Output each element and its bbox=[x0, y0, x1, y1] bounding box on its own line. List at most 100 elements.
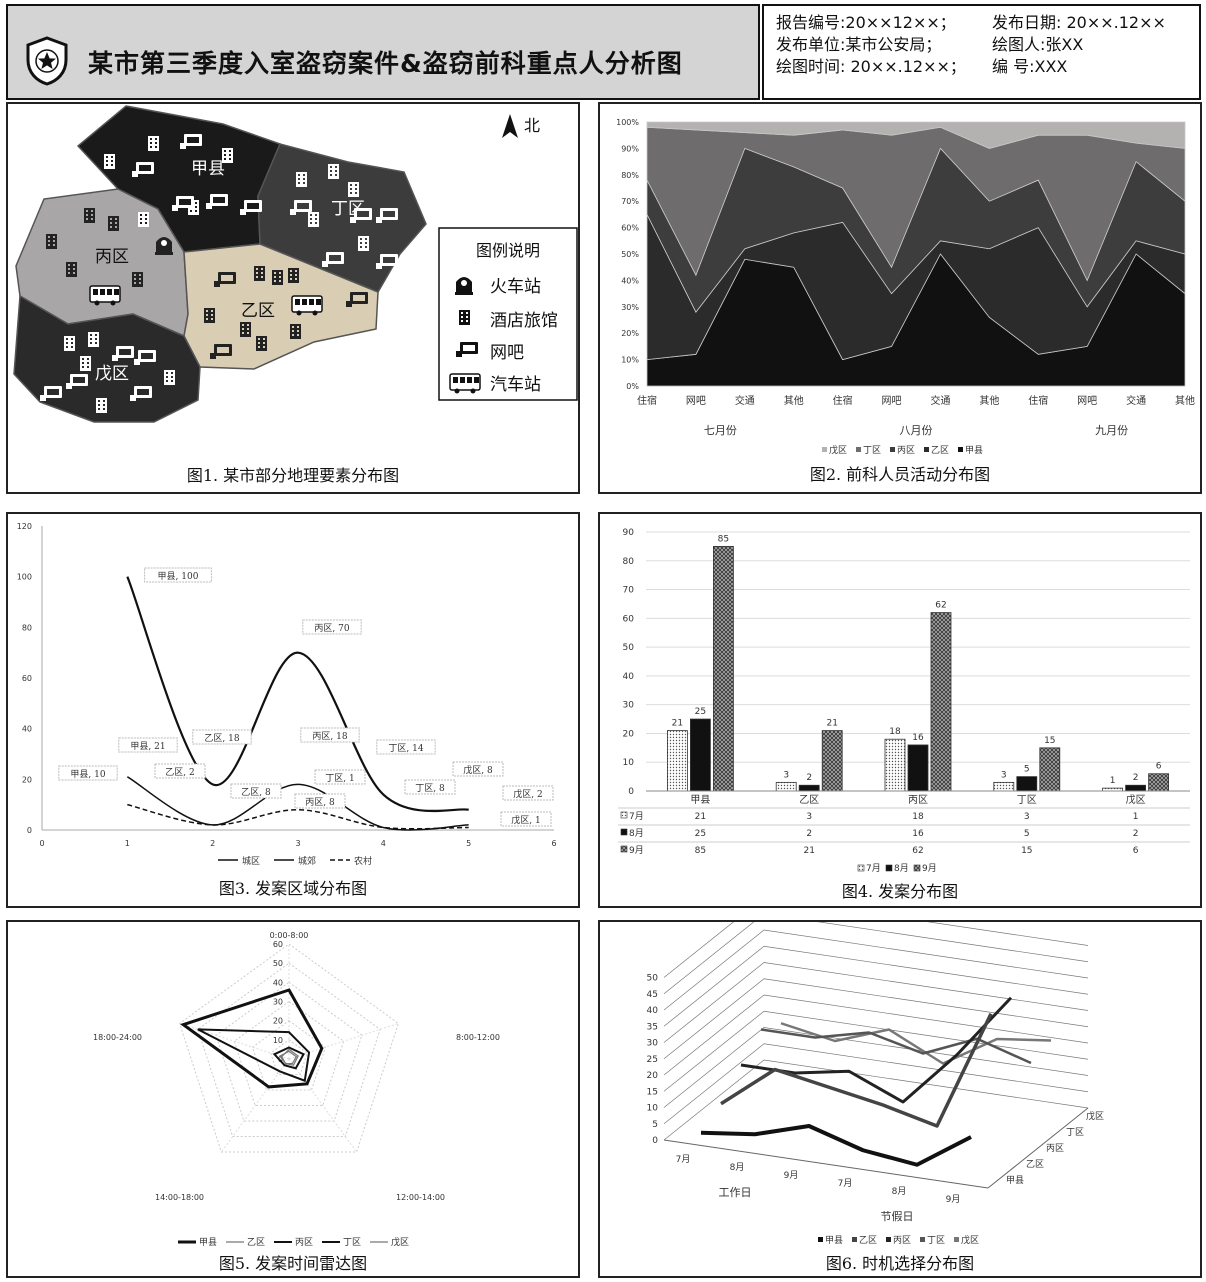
hotel-window bbox=[292, 330, 294, 332]
hotel-window bbox=[461, 316, 463, 318]
hotel-window bbox=[258, 346, 260, 348]
district-label: 戊区 bbox=[95, 364, 129, 384]
hotel-window bbox=[48, 240, 50, 242]
hotel-window bbox=[263, 338, 265, 340]
hotel-window bbox=[140, 222, 142, 224]
hotel-window bbox=[461, 320, 463, 322]
fig3-data-label: 丙区, 18 bbox=[312, 731, 347, 742]
fig3-line-城郊 bbox=[126, 776, 469, 831]
hotel-body bbox=[296, 172, 307, 187]
train-light bbox=[161, 240, 167, 246]
fig6-ytick: 0 bbox=[652, 1136, 658, 1146]
hotel-body bbox=[254, 266, 265, 281]
fig4-bar-9月 bbox=[1039, 747, 1061, 792]
hotel-window bbox=[73, 264, 75, 266]
hotel-window bbox=[195, 206, 197, 208]
cafe-inner bbox=[297, 203, 309, 209]
fig6-line-丁区 bbox=[760, 1028, 1032, 1065]
fig4-caption: 图4. 发案分布图 bbox=[842, 882, 958, 901]
hotel-window bbox=[365, 238, 367, 240]
hotel-window bbox=[115, 218, 117, 220]
police-badge-icon bbox=[26, 36, 68, 86]
meta-item: 绘图时间: 20××.12××； bbox=[776, 56, 992, 77]
hotel-body bbox=[204, 308, 215, 323]
fig4-table-cell: 3 bbox=[806, 812, 812, 822]
train-light bbox=[461, 280, 467, 286]
cafe-tower bbox=[130, 395, 136, 401]
hotel-window bbox=[274, 272, 276, 274]
fig3-data-label-box bbox=[192, 729, 252, 745]
hotel-window bbox=[315, 222, 317, 224]
hotel-body bbox=[272, 270, 283, 285]
meta-label: 绘图时间: bbox=[776, 57, 851, 76]
fig5-grid-ring bbox=[179, 943, 399, 1153]
fig4-ytick: 30 bbox=[623, 701, 635, 711]
hotel-icon bbox=[272, 270, 283, 285]
hotel-window bbox=[66, 342, 68, 344]
hotel-window bbox=[82, 358, 84, 360]
fig5-chart: 01020304050600:00-8:008:00-12:0012:00-14… bbox=[93, 931, 500, 1273]
bus-station-icon bbox=[449, 373, 481, 394]
fig4-xtick: 戊区 bbox=[1126, 794, 1146, 806]
hotel-window bbox=[134, 282, 136, 284]
fig2-ytick: 30% bbox=[621, 303, 639, 312]
fig4-ytick: 0 bbox=[628, 787, 634, 797]
fig3-data-label-box bbox=[154, 763, 206, 779]
cafe-tower bbox=[376, 263, 382, 269]
meta-value: 20××.12×× bbox=[1066, 13, 1166, 32]
hotel-window bbox=[71, 342, 73, 344]
fig5-axis-label: 8:00-12:00 bbox=[456, 1033, 500, 1042]
internet-cafe-icon bbox=[210, 344, 232, 359]
hotel-window bbox=[115, 226, 117, 228]
hotel-window bbox=[87, 362, 89, 364]
fig6-gridline bbox=[663, 1059, 1089, 1141]
meta-label: 绘图人: bbox=[992, 35, 1046, 54]
hotel-window bbox=[87, 366, 89, 368]
north-arrow-icon bbox=[502, 114, 518, 138]
meta-label: 发布日期: bbox=[992, 13, 1067, 32]
fig6-ztick: 丁区 bbox=[1066, 1127, 1084, 1138]
fig3-data-label-box bbox=[500, 811, 552, 827]
hotel-window bbox=[297, 330, 299, 332]
hotel-window bbox=[139, 274, 141, 276]
hotel-window bbox=[335, 174, 337, 176]
hotel-window bbox=[111, 156, 113, 158]
fig3-data-label-box bbox=[230, 783, 282, 799]
fig6-legend-swatch bbox=[818, 1237, 823, 1242]
fig3-data-label: 甲县, 10 bbox=[70, 769, 105, 780]
hotel-icon bbox=[358, 236, 369, 251]
hotel-window bbox=[91, 214, 93, 216]
hotel-window bbox=[66, 338, 68, 340]
hotel-window bbox=[171, 380, 173, 382]
hotel-icon bbox=[256, 336, 267, 351]
fig2-legend-label: 丁区 bbox=[863, 445, 881, 456]
fig6-zaxis bbox=[987, 1107, 1089, 1189]
hotel-icon bbox=[104, 154, 115, 169]
fig6-ztick: 丙区 bbox=[1046, 1143, 1064, 1154]
district-label: 丙区 bbox=[95, 247, 129, 267]
fig6-ytick: 45 bbox=[647, 990, 658, 1000]
hotel-body bbox=[222, 148, 233, 163]
cafe-inner bbox=[463, 345, 475, 351]
cafe-inner bbox=[139, 165, 151, 171]
fig2-xtick: 住宿 bbox=[833, 394, 853, 407]
hotel-body bbox=[290, 324, 301, 339]
hotel-icon bbox=[96, 398, 107, 413]
hotel-window bbox=[295, 270, 297, 272]
fig6-xtick: 8月 bbox=[892, 1186, 907, 1197]
fig2-ytick: 50% bbox=[621, 250, 639, 259]
fig3-data-label: 丁区, 1 bbox=[325, 773, 354, 784]
fig3-ytick: 120 bbox=[17, 522, 32, 531]
fig2-ytick: 0% bbox=[626, 382, 639, 391]
hotel-window bbox=[145, 218, 147, 220]
bus-window bbox=[107, 289, 112, 295]
hotel-window bbox=[303, 174, 305, 176]
hotel-window bbox=[365, 242, 367, 244]
bus-wheel bbox=[312, 310, 318, 316]
hotel-icon bbox=[164, 370, 175, 385]
fig6-panel: 0 5 10 15 20 25 30 35 40 45 50 7月 8月 9月 7月 8月 9月 工作日 节假日 甲县… bbox=[598, 920, 1202, 1278]
hotel-window bbox=[279, 276, 281, 278]
fig3-data-label-box bbox=[376, 739, 436, 755]
fig3-data-label: 丁区, 8 bbox=[415, 783, 445, 794]
